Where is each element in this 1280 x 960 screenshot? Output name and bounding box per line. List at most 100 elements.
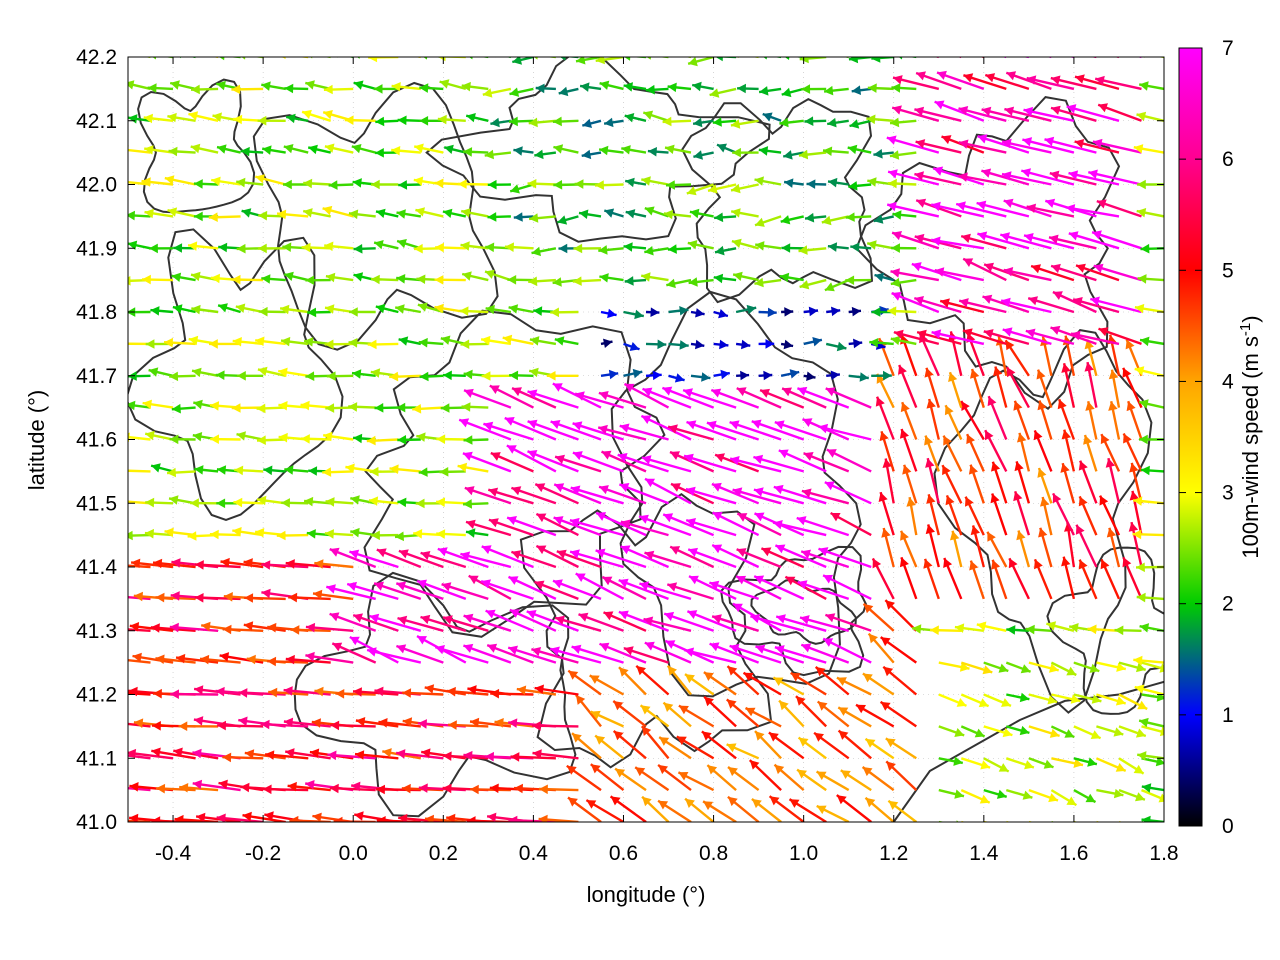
wind-arrow-head bbox=[576, 57, 586, 65]
wind-arrow-head bbox=[1139, 399, 1149, 409]
wind-arrow-head bbox=[736, 548, 747, 557]
contour-line bbox=[519, 492, 773, 769]
wind-arrow-head bbox=[686, 186, 697, 196]
wind-arrow-head bbox=[1024, 233, 1034, 243]
wind-arrow-head bbox=[558, 243, 568, 254]
wind-arrow-head bbox=[527, 450, 538, 459]
wind-arrow-head bbox=[526, 610, 537, 619]
wind-arrow-head bbox=[1006, 71, 1017, 81]
wind-arrow-head bbox=[831, 306, 841, 317]
wind-arrow-head bbox=[755, 217, 765, 227]
wind-arrow-head bbox=[554, 336, 565, 346]
wind-arrow-head bbox=[662, 116, 672, 127]
wind-arrow-head bbox=[685, 486, 696, 496]
wind-arrow-head bbox=[374, 581, 384, 591]
wind-arrow-head bbox=[847, 144, 858, 155]
wind-arrow-head bbox=[391, 146, 401, 156]
wind-arrow-head bbox=[1096, 199, 1107, 209]
wind-arrow-head bbox=[1123, 433, 1132, 444]
wind-arrow-head bbox=[976, 200, 987, 210]
wind-arrow-head bbox=[333, 816, 343, 822]
wind-arrow-head bbox=[572, 451, 583, 461]
wind-arrow-head bbox=[1033, 430, 1043, 441]
wind-arrow-shaft bbox=[1006, 820, 1011, 822]
wind-arrow-head bbox=[758, 146, 769, 156]
wind-arrow-head bbox=[237, 371, 246, 381]
wind-arrow-head bbox=[423, 57, 428, 60]
wind-arrow-head bbox=[326, 371, 336, 381]
wind-arrow-head bbox=[145, 497, 155, 508]
wind-arrow-head bbox=[733, 271, 743, 281]
wind-arrow-head bbox=[890, 117, 900, 128]
wind-arrow-head bbox=[644, 206, 655, 216]
wind-arrow-head bbox=[641, 176, 651, 186]
wind-arrow-shaft bbox=[164, 57, 173, 59]
wind-arrow-head bbox=[243, 621, 254, 631]
contour-line bbox=[425, 57, 771, 243]
wind-arrow-shaft bbox=[128, 343, 129, 346]
wind-arrow-head bbox=[391, 82, 401, 92]
wind-arrow-head bbox=[783, 150, 793, 160]
wind-arrow-shaft bbox=[569, 550, 624, 569]
wind-arrow-head bbox=[153, 688, 162, 699]
wind-arrow-head bbox=[129, 813, 139, 822]
wind-arrow-head bbox=[419, 83, 429, 93]
wind-arrow-head bbox=[469, 57, 473, 60]
wind-arrow-head bbox=[851, 85, 861, 95]
wind-arrow-shaft bbox=[1141, 725, 1164, 734]
wind-arrow-head bbox=[890, 277, 901, 288]
wind-arrow-head bbox=[849, 119, 860, 129]
wind-arrow-head bbox=[1133, 764, 1144, 774]
wind-arrow-head bbox=[514, 783, 523, 794]
wind-arrow-head bbox=[867, 177, 877, 187]
wind-arrow-head bbox=[706, 420, 717, 430]
wind-arrow-head bbox=[128, 530, 133, 541]
wind-arrow-head bbox=[304, 337, 314, 347]
wind-arrow-head bbox=[719, 339, 729, 350]
wind-arrow-head bbox=[131, 558, 141, 569]
wind-arrow-head bbox=[353, 244, 363, 254]
wind-arrow-shaft bbox=[595, 511, 647, 537]
wind-arrow-head bbox=[799, 57, 809, 64]
wind-arrow-head bbox=[487, 179, 497, 190]
wind-arrow-head bbox=[1061, 363, 1071, 373]
wind-arrow-head bbox=[891, 291, 902, 301]
wind-arrow-head bbox=[608, 369, 619, 380]
wind-arrow-head bbox=[570, 549, 580, 559]
wind-arrow-head bbox=[502, 334, 513, 345]
wind-arrow-head bbox=[780, 215, 791, 225]
wind-arrow-shaft bbox=[128, 788, 129, 791]
wind-arrow-head bbox=[731, 208, 741, 218]
wind-arrow-head bbox=[265, 750, 275, 760]
wind-arrow-head bbox=[1066, 666, 1077, 676]
y-tick-label: 41.3 bbox=[76, 620, 117, 643]
wind-arrow-shaft bbox=[752, 57, 759, 59]
wind-arrow-shaft bbox=[1022, 57, 1029, 59]
wind-arrow-head bbox=[863, 603, 874, 614]
wind-arrow-head bbox=[902, 464, 912, 475]
wind-arrow-head bbox=[375, 148, 384, 158]
wind-arrow-head bbox=[1100, 559, 1110, 570]
wind-arrow-head bbox=[461, 81, 471, 92]
wind-arrow-head bbox=[231, 403, 241, 413]
wind-arrow-head bbox=[899, 429, 909, 439]
wind-arrow-head bbox=[371, 179, 380, 190]
wind-arrow-head bbox=[216, 80, 226, 91]
wind-arrow-shaft bbox=[930, 203, 985, 218]
wind-arrow-head bbox=[599, 273, 609, 283]
wind-arrow-head bbox=[482, 88, 493, 98]
wind-arrow-head bbox=[890, 268, 900, 278]
wind-arrow-head bbox=[840, 770, 851, 779]
wind-arrow-head bbox=[232, 337, 242, 347]
wind-arrow-head bbox=[924, 367, 934, 378]
wind-arrow-head bbox=[100, 82, 109, 92]
y-tick-label: 41.4 bbox=[76, 556, 117, 579]
wind-arrow-head bbox=[881, 528, 891, 538]
wind-arrow-head bbox=[150, 623, 160, 633]
wind-arrow-head bbox=[531, 647, 542, 657]
wind-arrow-head bbox=[671, 483, 681, 492]
wind-arrow-head bbox=[1044, 136, 1055, 147]
wind-arrow-head bbox=[590, 764, 601, 774]
wind-arrow-head bbox=[886, 135, 897, 145]
wind-arrow-head bbox=[155, 654, 165, 664]
